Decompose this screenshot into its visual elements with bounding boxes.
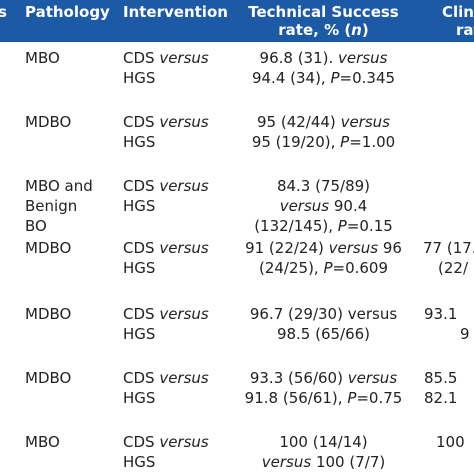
pathology-cell: MBO [25,433,60,451]
pathology-cell: MDBO [25,369,72,387]
intervention-cell: CDS versus [123,113,209,131]
technical-cell: 94.4 (34), P=0.345 [251,69,396,87]
intervention-cell: CDS versus [123,369,209,387]
clinical-cell: 82.1 [424,389,458,407]
intervention-cell: HGS [123,325,156,343]
pathology-cell: MBO and [25,177,93,195]
technical-cell: 100 (14/14) [279,433,368,451]
intervention-cell: HGS [123,133,156,151]
pathology-cell: BO [25,217,47,235]
pathology-cell: Benign [25,197,78,215]
technical-cell: 91.8 (56/61), P=0.75 [244,389,403,407]
pathology-cell: MBO [25,49,60,67]
pathology-cell: MDBO [25,239,72,257]
technical-cell: 84.3 (75/89) [276,177,371,195]
clinical-cell: (22/ [438,259,468,277]
intervention-cell: CDS versus [123,433,209,451]
header-pathology: Pathology [25,3,110,21]
intervention-cell: HGS [123,69,156,87]
technical-cell: versus 100 (7/7) [261,453,386,471]
technical-cell: 98.5 (65/66) [276,325,371,343]
intervention-cell: HGS [123,453,156,471]
intervention-cell: CDS versus [123,239,209,257]
technical-cell: 96.8 (31). versus [259,49,388,67]
technical-cell: versus 90.4 [279,197,368,215]
clinical-cell: 77 (17. [423,239,474,257]
technical-cell: 93.3 (56/60) versus [249,369,398,387]
header-clinical-line2: rat [456,21,474,39]
technical-cell: (24/25), P=0.609 [258,259,389,277]
pathology-cell: MDBO [25,113,72,131]
technical-cell: 96.7 (29/30) versus [249,305,398,323]
header-clinical-line1: Clini [442,3,474,21]
header-technical-line2: rate, % (n) [278,21,369,39]
clinical-cell: 100 [436,433,465,451]
intervention-cell: CDS versus [123,177,209,195]
pathology-cell: MDBO [25,305,72,323]
header-technical-line1: Technical Success [248,3,399,21]
table-header: s Pathology Intervention Technical Succe… [0,0,474,42]
intervention-cell: HGS [123,197,156,215]
technical-cell: 95 (42/44) versus [257,113,390,131]
header-intervention: Intervention [123,3,228,21]
technical-cell: 95 (19/20), P=1.00 [251,133,396,151]
header-col-truncated: s [0,3,7,21]
technical-cell: 91 (22/24) versus 96 [245,239,402,257]
intervention-cell: HGS [123,259,156,277]
intervention-cell: HGS [123,389,156,407]
intervention-cell: CDS versus [123,49,209,67]
clinical-cell: 9 [460,325,470,343]
clinical-cell: 93.1 [424,305,458,323]
clinical-cell: 85.5 [424,369,458,387]
intervention-cell: CDS versus [123,305,209,323]
technical-cell: (132/145), P=0.15 [254,217,393,235]
